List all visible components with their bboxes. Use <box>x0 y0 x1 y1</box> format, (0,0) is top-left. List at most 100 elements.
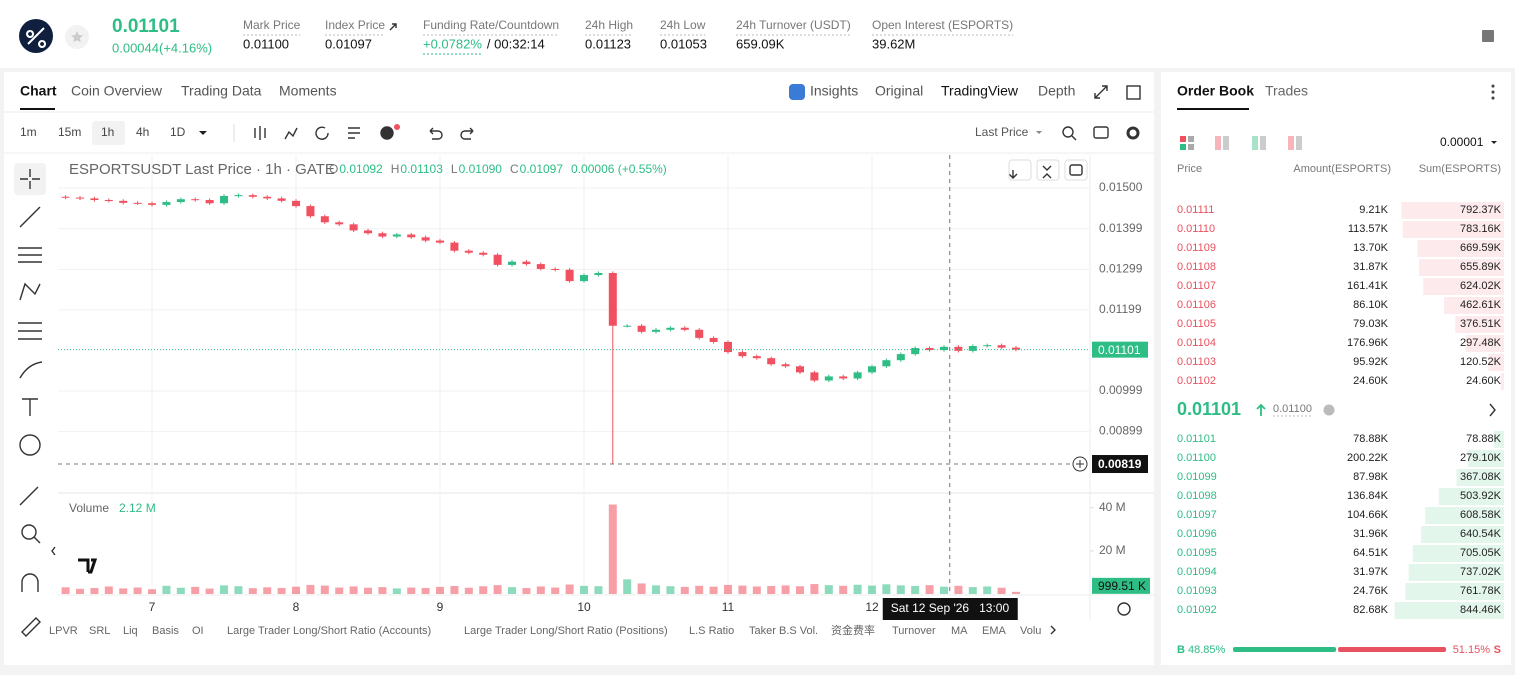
caret[interactable] <box>1036 131 1042 134</box>
book-sum: 844.46K <box>1460 604 1502 616</box>
stat-value: 0.01053 <box>660 36 707 51</box>
buy-ratio-bar <box>1233 647 1337 652</box>
candle-body <box>234 195 243 197</box>
favorite-star <box>71 31 83 43</box>
candle-body <box>148 203 157 205</box>
x-tick-label: 12 <box>865 600 879 614</box>
info-icon[interactable] <box>1323 404 1335 416</box>
book-tab[interactable]: Order Book <box>1177 83 1254 99</box>
candle-body <box>752 356 761 359</box>
scroll-arrow[interactable] <box>1050 625 1056 635</box>
chart-tab[interactable]: Trading Data <box>181 83 262 99</box>
stat-value: 0.01123 <box>585 36 631 51</box>
indicator-tab[interactable]: L.S Ratio <box>689 625 734 637</box>
book-amount: 31.96K <box>1353 528 1389 540</box>
expand-icon[interactable] <box>1094 85 1108 99</box>
indicator-tab[interactable]: Liq <box>123 625 138 637</box>
depth-bar <box>1402 221 1504 238</box>
stat-label: 24h High <box>585 18 633 32</box>
y-tick-label: 0.01199 <box>1099 302 1142 316</box>
indicator-tab[interactable]: 资金费率 <box>831 623 875 637</box>
indicator-tab[interactable]: LPVR <box>49 625 78 637</box>
legend-value: 0.01092 <box>339 162 383 176</box>
index-link-icon[interactable] <box>389 23 397 31</box>
book-price: 0.01097 <box>1177 509 1217 521</box>
indicator-tab[interactable]: Turnover <box>892 625 936 637</box>
volume-bar <box>1011 591 1020 594</box>
indicator-tab[interactable]: Volu <box>1020 625 1041 637</box>
settings-icon[interactable] <box>1117 602 1131 616</box>
volume-bar <box>479 586 488 594</box>
depth-bar <box>1444 297 1504 314</box>
toolbar-icons[interactable] <box>254 126 1140 141</box>
indicator-tab[interactable]: Large Trader Long/Short Ratio (Positions… <box>464 625 668 637</box>
book-view-icons[interactable] <box>1180 136 1302 150</box>
book-tab[interactable]: Trades <box>1265 83 1308 99</box>
drawing-tools[interactable] <box>14 163 46 637</box>
interval[interactable]: 4h <box>136 125 149 139</box>
volume-total: 2.12 M <box>119 501 156 515</box>
ai-icon[interactable] <box>789 84 805 100</box>
candle-body <box>637 325 646 332</box>
price-source[interactable]: Last Price <box>975 125 1029 139</box>
buy-ratio: 48.85% <box>1188 644 1226 656</box>
volume-bar <box>882 584 891 594</box>
candle-body <box>479 252 488 255</box>
x-tick-label: 9 <box>437 600 444 614</box>
volume-bar <box>493 585 502 594</box>
chart-panel <box>4 72 1154 665</box>
volume-bar <box>76 588 85 594</box>
book-amount: 87.98K <box>1353 471 1389 483</box>
header-icon[interactable] <box>1482 30 1494 42</box>
chart-tab[interactable]: Coin Overview <box>71 83 163 99</box>
volume-bar <box>738 585 747 594</box>
chart-tab[interactable]: Moments <box>279 83 337 99</box>
indicator-tab[interactable]: SRL <box>89 625 110 637</box>
refresh-icon[interactable] <box>1069 164 1083 176</box>
volume-bar <box>220 585 229 594</box>
book-amount: 78.88K <box>1353 433 1389 445</box>
indicator-tab[interactable]: OI <box>192 625 204 637</box>
button[interactable] <box>1008 159 1032 181</box>
collapse-arrow[interactable] <box>51 546 56 556</box>
interval[interactable]: 1m <box>20 125 37 139</box>
volume-bar <box>436 586 445 594</box>
candle-body <box>551 268 560 270</box>
candle-body <box>292 200 301 207</box>
stat-label: Open Interest (ESPORTS) <box>872 18 1013 32</box>
book-sum: 705.05K <box>1460 547 1502 559</box>
precision[interactable]: 0.00001 <box>1440 135 1484 149</box>
volume-bar <box>536 586 545 594</box>
view-tab[interactable]: Original <box>875 83 923 99</box>
interval[interactable]: 1h <box>101 125 114 139</box>
window-icon[interactable] <box>1126 85 1141 100</box>
volume-bar <box>781 585 790 594</box>
button[interactable] <box>1064 159 1088 181</box>
notify-dot <box>394 124 400 130</box>
indicator-tab[interactable]: MA <box>951 625 968 637</box>
crosshair-time: 13:00 <box>979 601 1009 615</box>
caret[interactable] <box>199 131 207 135</box>
chart-tab[interactable]: Chart <box>20 83 57 99</box>
indicator-tab[interactable]: Taker B.S Vol. <box>749 625 818 637</box>
y-tick-label: 0.01399 <box>1099 221 1143 235</box>
view-tab[interactable]: Insights <box>810 83 858 99</box>
indicator-tab[interactable]: EMA <box>982 625 1007 637</box>
interval[interactable]: 1D <box>170 125 186 139</box>
candle-body <box>407 234 416 238</box>
interval[interactable]: 15m <box>58 125 81 139</box>
indicator-tab[interactable]: Large Trader Long/Short Ratio (Accounts) <box>227 625 431 637</box>
chevron[interactable] <box>1489 403 1496 417</box>
column-header: Price <box>1177 163 1202 175</box>
candle-body <box>997 345 1006 348</box>
indicator-tab[interactable]: Basis <box>152 625 179 637</box>
view-tab[interactable]: Depth <box>1038 83 1075 99</box>
tv-logo <box>78 558 98 574</box>
caret[interactable] <box>1491 141 1497 144</box>
button[interactable] <box>1036 159 1060 181</box>
chart-controls[interactable] <box>1008 165 1052 179</box>
candle-body <box>954 346 963 351</box>
view-tab[interactable]: TradingView <box>941 83 1019 99</box>
